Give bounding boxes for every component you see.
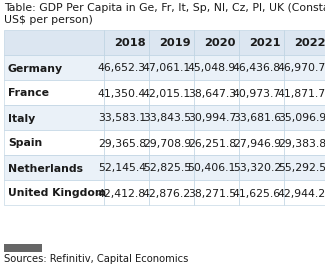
Text: 41,625.6: 41,625.6 [233, 188, 281, 198]
Text: 26,251.8: 26,251.8 [188, 138, 236, 149]
Text: 46,970.7: 46,970.7 [278, 64, 325, 73]
Text: 52,825.5: 52,825.5 [143, 164, 191, 174]
Text: 38,647.3: 38,647.3 [188, 88, 236, 99]
Text: 33,843.5: 33,843.5 [143, 114, 191, 123]
Text: 40,973.7: 40,973.7 [233, 88, 281, 99]
Text: France: France [8, 88, 49, 99]
Text: 42,412.8: 42,412.8 [98, 188, 146, 198]
Text: 2020: 2020 [204, 38, 236, 49]
Text: 46,652.3: 46,652.3 [98, 64, 146, 73]
Text: 29,708.9: 29,708.9 [143, 138, 191, 149]
Text: 38,271.5: 38,271.5 [188, 188, 236, 198]
Text: 2022: 2022 [294, 38, 325, 49]
Text: 27,946.9: 27,946.9 [233, 138, 281, 149]
Text: 42,015.1: 42,015.1 [143, 88, 191, 99]
Text: 30,994.7: 30,994.7 [188, 114, 236, 123]
Text: 2021: 2021 [250, 38, 281, 49]
Text: Sources: Refinitiv, Capital Economics: Sources: Refinitiv, Capital Economics [4, 254, 188, 264]
Text: Germany: Germany [8, 64, 63, 73]
Text: 33,583.1: 33,583.1 [98, 114, 146, 123]
Text: Spain: Spain [8, 138, 42, 149]
Text: 47,061.1: 47,061.1 [143, 64, 191, 73]
Text: US$ per person): US$ per person) [4, 15, 93, 25]
Text: United Kingdom: United Kingdom [8, 188, 106, 198]
Text: 52,145.4: 52,145.4 [98, 164, 146, 174]
Text: 55,292.5: 55,292.5 [278, 164, 325, 174]
Text: 35,096.9: 35,096.9 [278, 114, 325, 123]
Text: 41,871.7: 41,871.7 [278, 88, 325, 99]
Text: 45,048.9: 45,048.9 [188, 64, 236, 73]
Text: 42,944.2: 42,944.2 [278, 188, 325, 198]
Text: 29,383.8: 29,383.8 [278, 138, 325, 149]
Text: 41,350.4: 41,350.4 [98, 88, 146, 99]
Text: 29,365.8: 29,365.8 [98, 138, 146, 149]
Text: 33,681.6: 33,681.6 [233, 114, 281, 123]
Text: 46,436.8: 46,436.8 [233, 64, 281, 73]
Text: 2019: 2019 [159, 38, 191, 49]
Text: Italy: Italy [8, 114, 35, 123]
Text: 42,876.2: 42,876.2 [143, 188, 191, 198]
Text: Netherlands: Netherlands [8, 164, 83, 174]
Text: 50,406.1: 50,406.1 [188, 164, 236, 174]
Text: 2018: 2018 [114, 38, 146, 49]
Text: Table: GDP Per Capita in Ge, Fr, It, Sp, Nl, Cz, Pl, UK (Constant 2019: Table: GDP Per Capita in Ge, Fr, It, Sp,… [4, 3, 325, 13]
Text: 53,320.2: 53,320.2 [233, 164, 281, 174]
